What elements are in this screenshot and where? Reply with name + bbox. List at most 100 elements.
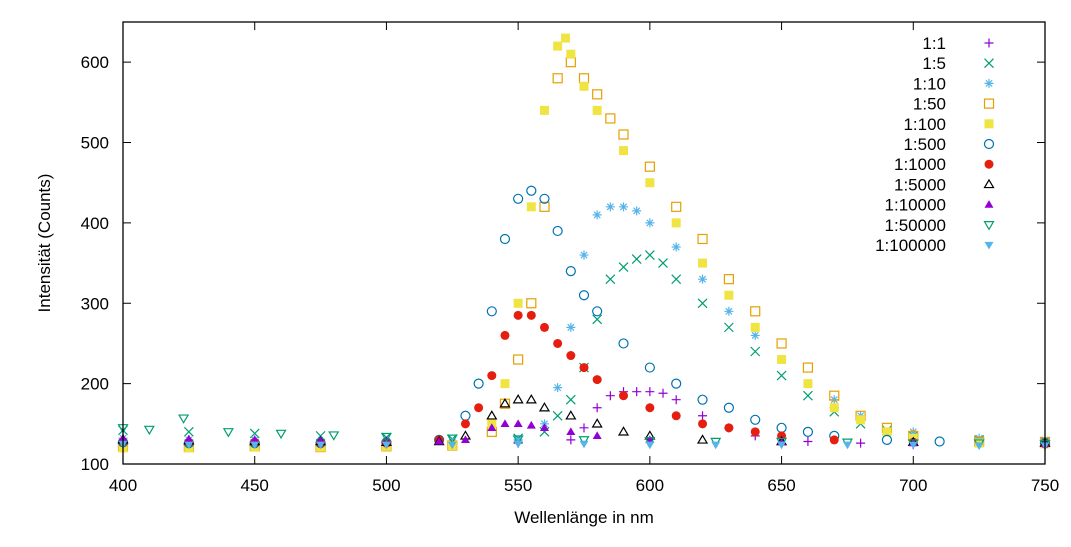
data-point <box>842 441 852 450</box>
data-point <box>565 57 576 68</box>
legend-entry: 1:100 <box>903 115 994 134</box>
data-point <box>974 433 984 443</box>
data-point <box>671 274 682 285</box>
data-point <box>974 442 984 451</box>
y-tick-label: 500 <box>81 134 109 153</box>
data-point <box>500 330 510 340</box>
data-point <box>829 435 839 445</box>
data-point <box>802 426 814 437</box>
legend-marker-icon <box>984 38 994 48</box>
data-point <box>697 298 708 309</box>
data-point <box>566 322 576 332</box>
data-point <box>579 250 589 260</box>
data-point <box>539 201 550 212</box>
data-point <box>605 391 615 401</box>
data-point <box>579 440 589 449</box>
data-point <box>644 250 655 260</box>
data-point <box>460 435 470 444</box>
data-point <box>724 306 734 316</box>
legend-marker-icon <box>983 98 995 109</box>
data-point <box>592 375 602 385</box>
data-point <box>829 390 840 401</box>
data-point <box>460 419 470 429</box>
data-point <box>645 387 655 397</box>
data-point <box>592 105 602 115</box>
x-tick-label: 700 <box>899 476 927 495</box>
data-point <box>539 193 550 204</box>
legend-marker-icon <box>984 200 994 208</box>
data-point <box>908 441 918 450</box>
legend-entry: 1:5000 <box>894 175 995 194</box>
data-point <box>316 441 326 450</box>
legend-marker-icon <box>984 78 994 88</box>
data-point <box>143 425 155 436</box>
data-point <box>750 414 761 425</box>
data-point <box>856 438 866 448</box>
data-point <box>592 306 603 317</box>
data-point <box>553 338 563 348</box>
data-point <box>617 426 630 436</box>
data-point <box>750 330 760 340</box>
y-axis-label: Intensität (Counts) <box>35 174 54 313</box>
data-point <box>578 290 590 301</box>
data-point <box>803 379 813 389</box>
data-point <box>711 441 721 450</box>
data-point <box>631 254 642 264</box>
data-point <box>658 388 668 398</box>
data-point <box>552 410 563 421</box>
data-point <box>645 218 655 228</box>
data-point <box>250 435 260 444</box>
data-point <box>776 422 787 433</box>
data-point <box>802 362 814 373</box>
data-point <box>881 434 893 445</box>
data-point <box>645 441 655 450</box>
data-point <box>184 441 194 450</box>
data-point <box>512 435 524 445</box>
y-tick-label: 100 <box>81 455 109 474</box>
data-point <box>513 419 523 427</box>
data-point <box>473 378 484 389</box>
data-point <box>552 73 563 84</box>
data-point <box>526 420 536 429</box>
data-point <box>619 202 629 212</box>
x-tick-label: 600 <box>636 476 664 495</box>
data-point <box>671 201 682 212</box>
data-point <box>750 427 760 437</box>
legend-entry: 1:10 <box>913 74 994 93</box>
legend-entry: 1:50000 <box>885 216 995 235</box>
legend-entry: 1:5 <box>922 54 994 73</box>
legend-label: 1:500 <box>903 135 946 154</box>
legend-entry: 1:100000 <box>875 236 994 255</box>
data-point <box>750 322 760 332</box>
x-tick-label: 450 <box>241 476 269 495</box>
data-point <box>671 218 681 228</box>
data-point <box>328 431 340 441</box>
data-point <box>777 355 787 365</box>
series-1-5 <box>118 250 1050 447</box>
data-point <box>381 441 391 450</box>
plot-frame <box>122 21 1046 465</box>
legend-marker-icon <box>983 178 995 189</box>
data-point <box>579 81 589 91</box>
data-point <box>250 441 260 450</box>
data-point <box>671 395 681 405</box>
data-point <box>632 387 642 397</box>
data-point <box>526 185 537 196</box>
data-point <box>499 233 511 245</box>
data-point <box>698 274 708 284</box>
x-tick-label: 650 <box>767 476 795 495</box>
data-point <box>539 105 549 115</box>
data-point <box>486 410 498 420</box>
data-point <box>578 73 590 84</box>
data-point <box>460 410 471 421</box>
data-point <box>566 351 576 361</box>
data-point <box>178 414 190 424</box>
x-tick-label: 400 <box>109 476 137 495</box>
data-point <box>750 346 761 357</box>
data-point <box>275 429 287 440</box>
data-point <box>249 428 260 439</box>
data-point <box>561 33 571 43</box>
legend-label: 1:1 <box>922 34 946 53</box>
data-point <box>513 354 524 365</box>
x-tick-label: 550 <box>504 476 532 495</box>
